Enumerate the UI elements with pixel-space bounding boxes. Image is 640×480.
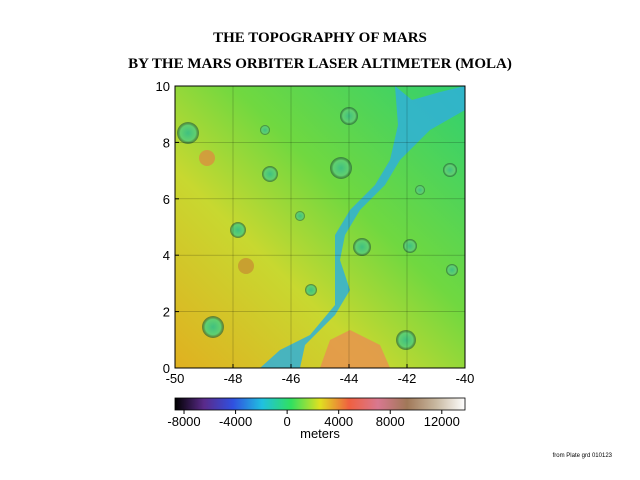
title: THE TOPOGRAPHY OF MARS — [213, 30, 427, 46]
y-tick-label: 8 — [163, 135, 170, 150]
x-tick-label: -42 — [398, 371, 417, 386]
colorbar-label: meters — [300, 426, 340, 441]
y-tick-label: 0 — [163, 361, 170, 376]
x-tick-label: -50 — [166, 371, 185, 386]
colorbar — [174, 397, 466, 411]
x-tick-label: -46 — [282, 371, 301, 386]
subtitle: BY THE MARS ORBITER LASER ALTIMETER (MOL… — [128, 56, 512, 72]
x-tick-label: -44 — [340, 371, 359, 386]
y-tick-label: 6 — [163, 192, 170, 207]
colorbar-tick-label: -4000 — [219, 414, 252, 429]
colorbar-tick-label: 4000 — [324, 414, 353, 429]
colorbar-tick-label: 8000 — [376, 414, 405, 429]
y-tick-label: 2 — [163, 305, 170, 320]
x-tick-label: -48 — [224, 371, 243, 386]
terrain — [175, 86, 465, 368]
colorbar-tick-label: -8000 — [167, 414, 200, 429]
y-tick-label: 4 — [163, 248, 170, 263]
credit: from Plate grd 010123 — [553, 453, 613, 459]
colorbar-tick-label: 0 — [284, 414, 291, 429]
map-frame — [174, 85, 466, 369]
y-tick-label: 10 — [156, 79, 170, 94]
x-tick-label: -40 — [456, 371, 475, 386]
colorbar-tick-label: 12000 — [424, 414, 460, 429]
